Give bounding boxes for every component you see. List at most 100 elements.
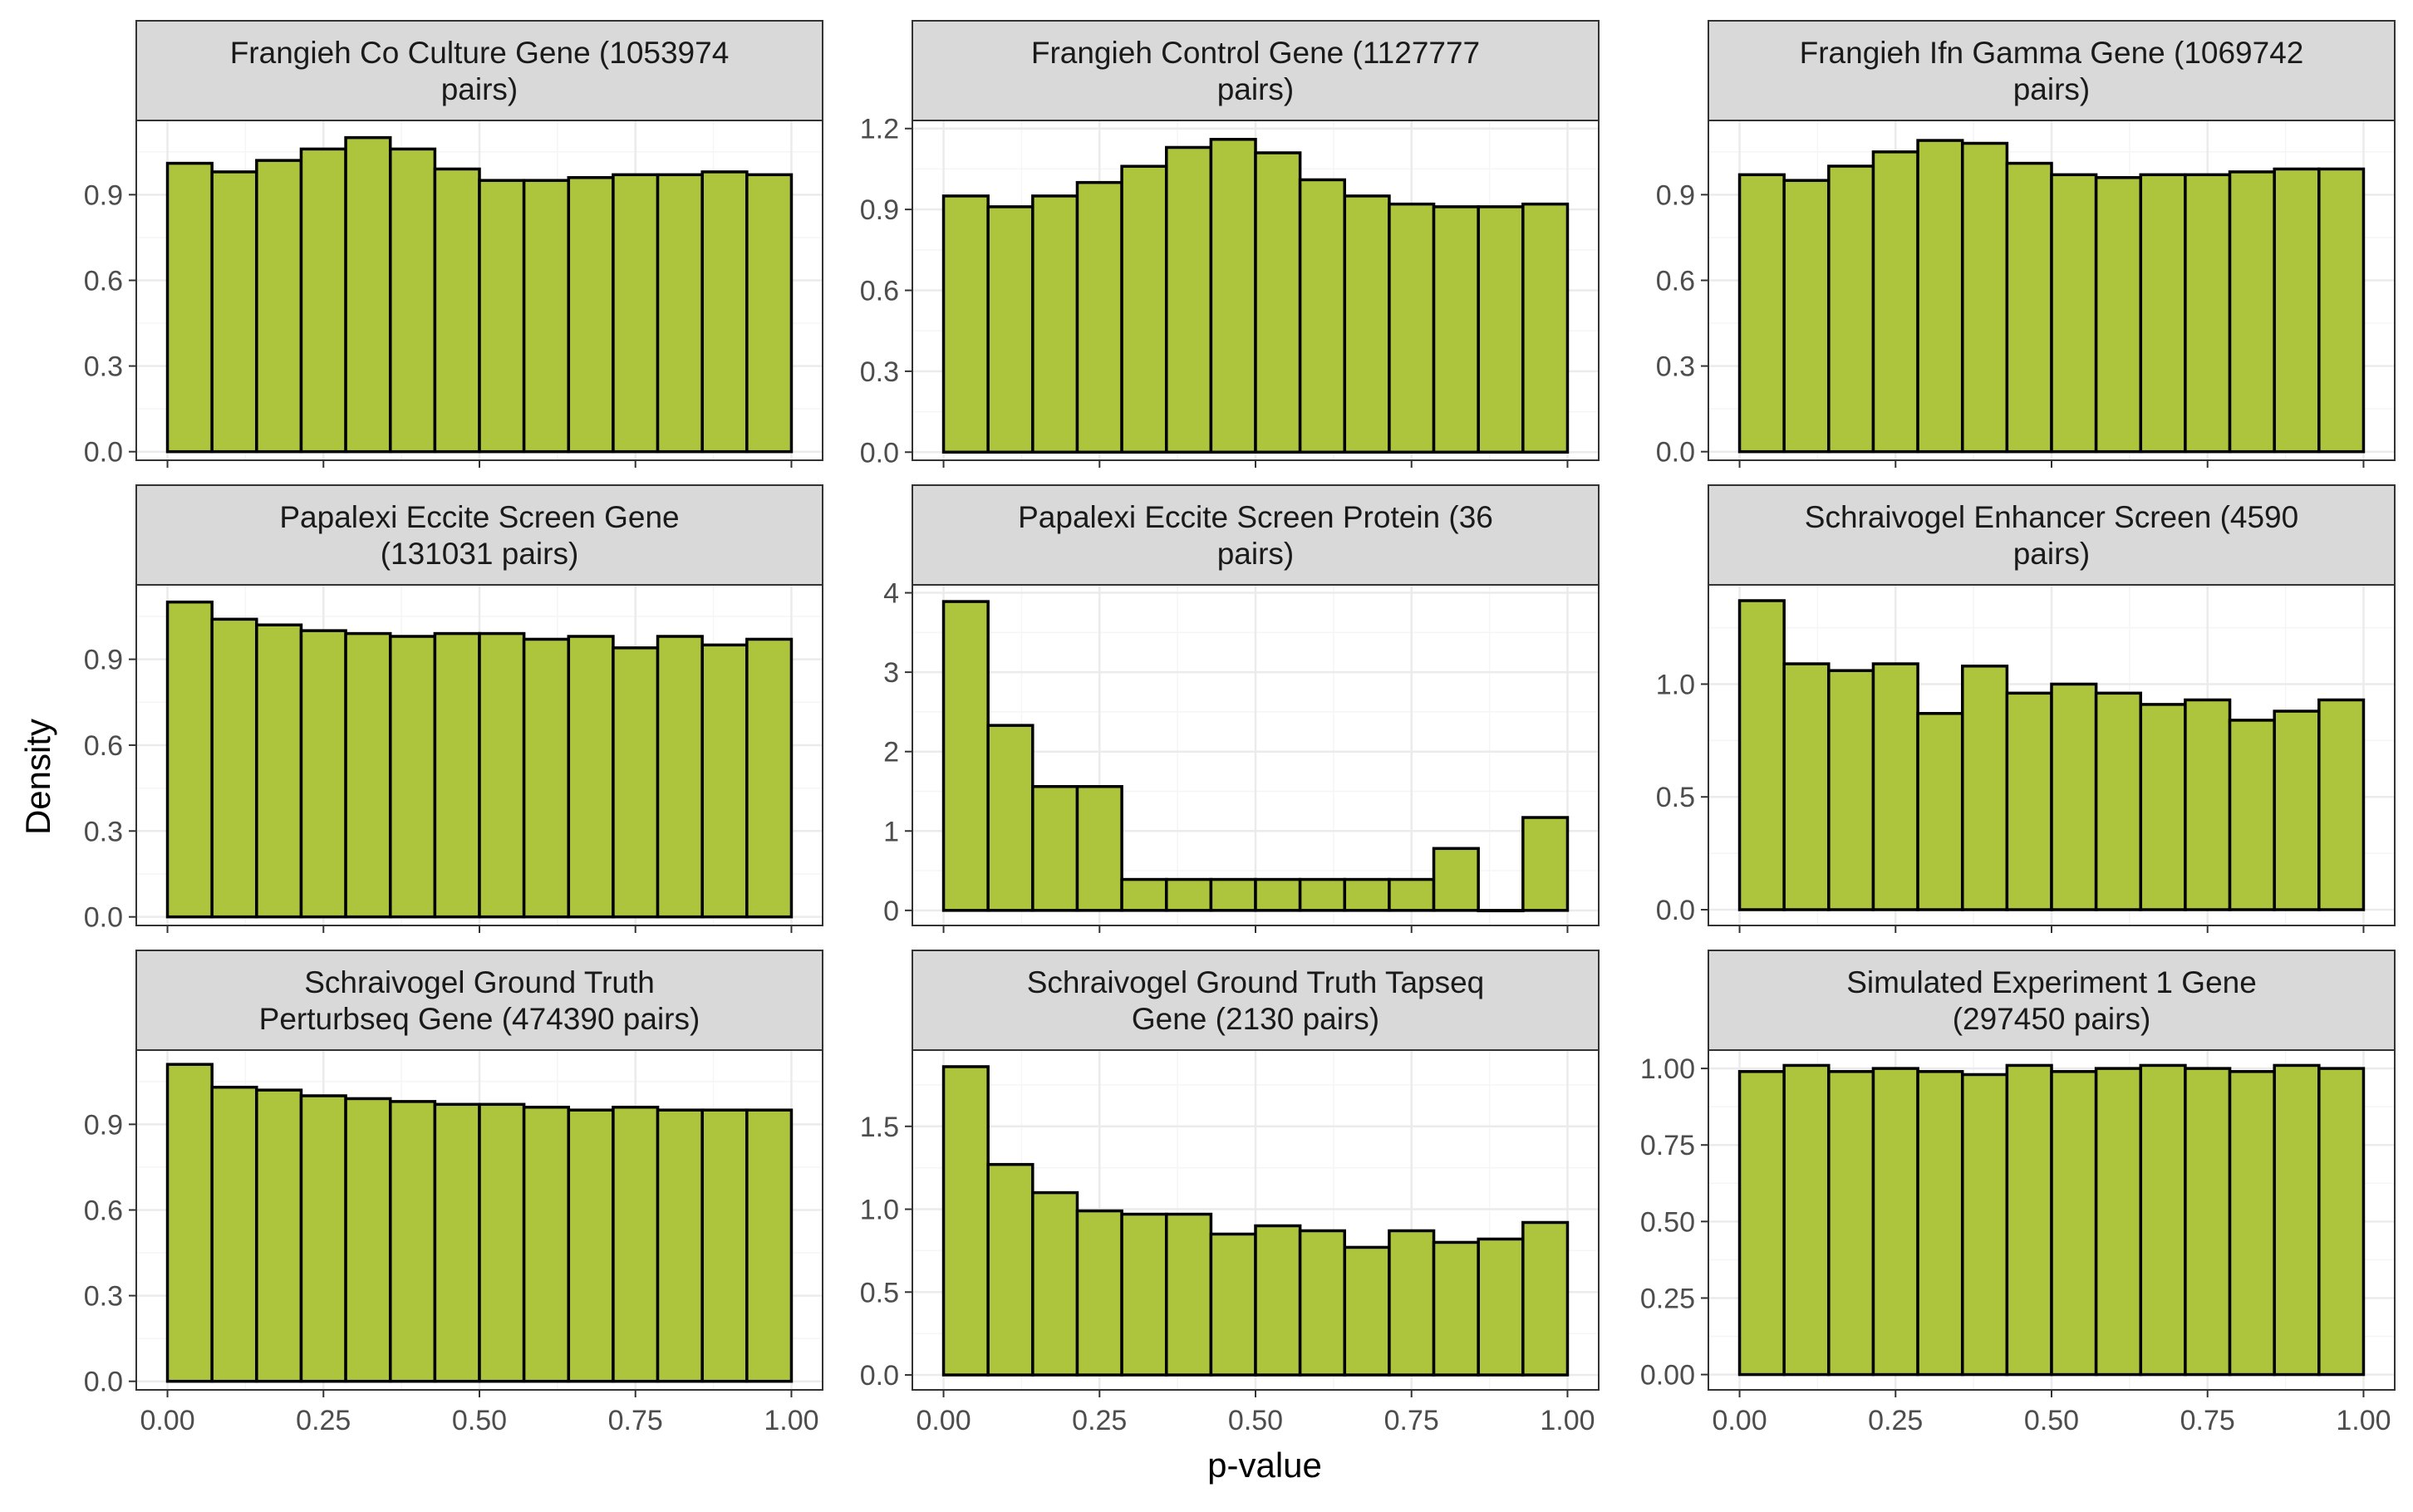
histogram-bar xyxy=(656,635,704,919)
facet-strip xyxy=(135,20,823,121)
histogram-bar xyxy=(612,173,660,454)
x-tick-label: 0.25 xyxy=(1868,1405,1923,1436)
histogram-bar xyxy=(2184,698,2232,911)
x-tick-label: 1.00 xyxy=(764,1405,818,1436)
histogram-bar xyxy=(1343,1245,1391,1377)
facet-title-line: Simulated Experiment 1 Gene xyxy=(1846,965,2257,999)
histogram-bar xyxy=(1388,1229,1436,1377)
histogram-bar xyxy=(1120,164,1168,454)
histogram-bar xyxy=(1871,662,1919,911)
histogram-bar xyxy=(656,1108,704,1383)
y-tick-label: 0.9 xyxy=(84,1109,123,1141)
y-tick-label: 0.3 xyxy=(1656,351,1695,383)
facet-title-line: Schraivogel Enhancer Screen (4590 xyxy=(1805,500,2298,534)
histogram-bar xyxy=(1254,151,1302,454)
histogram-bar xyxy=(1871,1067,1919,1377)
histogram-bar xyxy=(1521,202,1570,454)
histogram-bar xyxy=(389,147,437,454)
histogram-bar xyxy=(165,161,214,454)
histogram-bar xyxy=(2228,719,2276,911)
histogram-bar xyxy=(612,1105,660,1383)
y-tick-label: 0.6 xyxy=(84,265,123,297)
y-tick-label: 0.0 xyxy=(84,437,123,469)
y-tick-label: 0.6 xyxy=(84,1195,123,1226)
histogram-bar xyxy=(986,724,1034,912)
histogram-bar xyxy=(2317,167,2366,454)
histogram-bar xyxy=(1432,847,1480,912)
histogram-bar xyxy=(1120,1212,1168,1377)
histogram-bar xyxy=(1165,1212,1213,1377)
facet-title-line: (131031 pairs) xyxy=(381,537,579,571)
histogram-bar xyxy=(2273,709,2321,911)
x-tick-label: 0.25 xyxy=(296,1405,351,1436)
histogram-bar xyxy=(478,1102,526,1383)
y-tick-label: 0.5 xyxy=(1656,782,1695,813)
x-axis-label: p-value xyxy=(1207,1446,1322,1485)
histogram-bar xyxy=(941,194,990,454)
facet-panel-5: Papalexi Eccite Screen Protein (36pairs)… xyxy=(883,484,1600,933)
histogram-bar xyxy=(1916,1070,1964,1377)
y-tick-label: 1.5 xyxy=(860,1112,899,1143)
y-tick-label: 0.9 xyxy=(1656,179,1695,211)
histogram-bar xyxy=(2273,167,2321,454)
histogram-bar xyxy=(1075,180,1123,454)
y-tick-label: 0.0 xyxy=(84,902,123,934)
histogram-bar xyxy=(433,1102,481,1383)
histogram-bar xyxy=(1477,205,1525,454)
facet-title-line: pairs) xyxy=(1217,72,1295,106)
histogram-bar xyxy=(299,1094,347,1383)
y-tick-label: 0.6 xyxy=(84,730,123,762)
histogram-bar xyxy=(2228,1070,2276,1377)
facet-title-line: Papalexi Eccite Screen Protein (36 xyxy=(1018,500,1493,534)
histogram-bar xyxy=(1031,1190,1079,1377)
facet-strip xyxy=(1708,484,2396,586)
y-tick-label: 0.0 xyxy=(860,1360,899,1392)
histogram-bar xyxy=(1254,1224,1302,1377)
histogram-bar xyxy=(1298,877,1346,912)
histogram-bar xyxy=(2005,161,2053,454)
histogram-bar xyxy=(745,173,794,454)
x-tick-label: 0.25 xyxy=(1072,1405,1127,1436)
x-tick-label: 0.50 xyxy=(1228,1405,1283,1436)
facet-title-line: pairs) xyxy=(2013,72,2091,106)
histogram-bar xyxy=(1477,1237,1525,1377)
facet-panel-4: Papalexi Eccite Screen Gene(131031 pairs… xyxy=(84,484,823,934)
histogram-bar xyxy=(745,637,794,919)
histogram-bar xyxy=(389,635,437,919)
y-tick-label: 0.75 xyxy=(1640,1130,1695,1161)
facet-title-line: pairs) xyxy=(1217,537,1295,571)
histogram-bar xyxy=(1298,1229,1346,1377)
histogram-bar xyxy=(2005,1063,2053,1377)
histogram-bar xyxy=(1916,712,1964,911)
x-tick-label: 0.75 xyxy=(2180,1405,2235,1436)
histogram-bar xyxy=(2050,173,2098,454)
histogram-bar xyxy=(210,617,258,919)
facet-strip xyxy=(135,950,823,1051)
facet-title-line: Papalexi Eccite Screen Gene xyxy=(279,500,679,534)
histogram-bar xyxy=(255,1088,303,1383)
histogram-bar xyxy=(2273,1063,2321,1377)
y-tick-label: 0.25 xyxy=(1640,1283,1695,1314)
histogram-bar xyxy=(1521,816,1570,912)
histogram-bar xyxy=(1827,669,1875,911)
facet-strip xyxy=(135,484,823,586)
y-tick-label: 1.0 xyxy=(860,1195,899,1226)
x-tick-label: 1.00 xyxy=(1540,1405,1595,1436)
histogram-bar xyxy=(299,147,347,454)
y-tick-label: 0.0 xyxy=(860,437,899,469)
histogram-bar xyxy=(210,170,258,454)
histogram-bar xyxy=(2184,1067,2232,1377)
histogram-bar xyxy=(1916,139,1964,454)
histogram-bar xyxy=(1432,1240,1480,1377)
histogram-bar xyxy=(2094,175,2142,454)
y-tick-label: 0.9 xyxy=(860,194,899,226)
histogram-bar xyxy=(1737,599,1786,911)
y-tick-label: 1.00 xyxy=(1640,1053,1695,1085)
histogram-bar xyxy=(1343,877,1391,912)
histogram-bar xyxy=(1343,194,1391,454)
